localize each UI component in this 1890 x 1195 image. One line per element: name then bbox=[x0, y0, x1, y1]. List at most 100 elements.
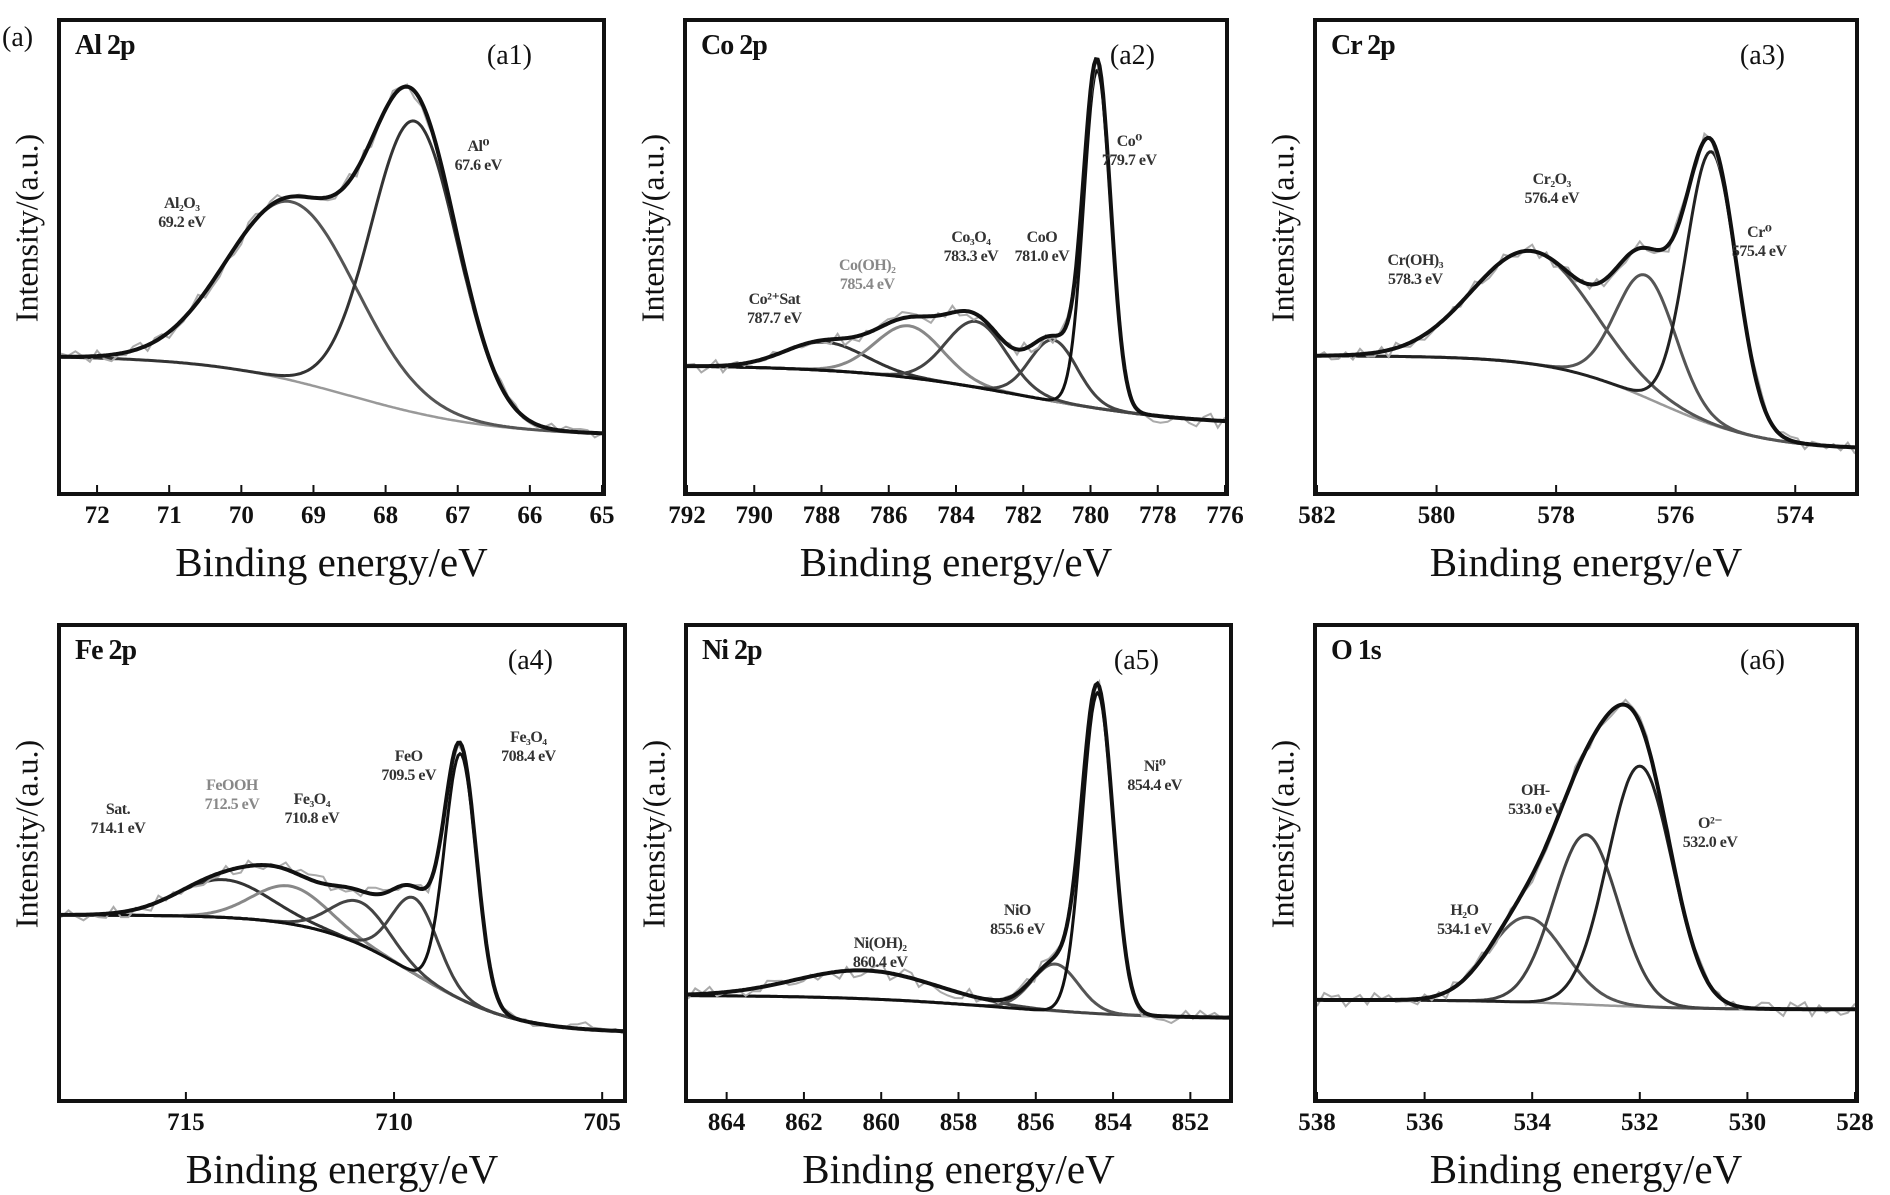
x-tick-label: 778 bbox=[1139, 502, 1177, 529]
y-axis-label: Intensity/(a.u.) bbox=[634, 134, 671, 323]
peak-energy-label: 783.3 eV bbox=[943, 247, 999, 265]
y-axis-label: Intensity/(a.u.) bbox=[1264, 134, 1301, 323]
envelope-fit-line bbox=[1317, 135, 1855, 450]
peak-annotation: Cr⁰ 575.4 eV bbox=[1732, 223, 1787, 261]
x-tick-label: 788 bbox=[802, 502, 841, 529]
peak-annotation: Co²⁺Sat 787.7 eV bbox=[747, 290, 802, 328]
peak-label: NiO bbox=[1003, 901, 1031, 919]
plot-area: O 1s (a6) H₂O 534.1 eV OH- 533.0 eV O²⁻ 532.0 e… bbox=[1313, 623, 1859, 1103]
figure-tag: (a) bbox=[2, 22, 34, 53]
fit-component-peak bbox=[61, 199, 602, 435]
x-tick-label: 860 bbox=[862, 1109, 900, 1136]
x-axis-label: Binding energy/eV bbox=[1429, 1146, 1743, 1192]
plot-area: Cr 2p (a3) Cr(OH)₃ 578.3 eV Cr₂O₃ 576.4 eV Cr⁰… bbox=[1313, 18, 1859, 496]
fit-component-peak bbox=[687, 340, 1225, 423]
x-tick-label: 786 bbox=[870, 502, 908, 529]
x-tick-label: 858 bbox=[939, 1109, 978, 1136]
x-tick-label: 536 bbox=[1405, 1109, 1444, 1136]
peak-label: OH- bbox=[1521, 781, 1550, 799]
peak-label: O²⁻ bbox=[1698, 815, 1723, 833]
panel-tag: (a6) bbox=[1739, 645, 1785, 676]
envelope-fit-line bbox=[61, 740, 623, 1034]
peak-label: Cr⁰ bbox=[1747, 223, 1772, 241]
peak-energy-label: 787.7 eV bbox=[747, 309, 802, 327]
x-tick-label: 578 bbox=[1537, 502, 1575, 529]
x-axis-label: Binding energy/eV bbox=[185, 1146, 499, 1192]
panel-title: Al 2p bbox=[75, 30, 136, 61]
peak-annotation: Al⁰ 67.6 eV bbox=[454, 137, 503, 175]
peak-annotation: H₂O 534.1 eV bbox=[1437, 901, 1492, 939]
x-tick-label: 530 bbox=[1728, 1109, 1767, 1136]
fit-component-peak bbox=[61, 898, 623, 1033]
x-tick-label: 65 bbox=[589, 502, 615, 529]
peak-label: Ni⁰ bbox=[1143, 757, 1166, 775]
peak-label: Cr(OH)₃ bbox=[1387, 252, 1444, 270]
peak-energy-label: 578.3 eV bbox=[1387, 271, 1443, 289]
peak-annotation: NiO 855.6 eV bbox=[990, 901, 1045, 939]
x-tick-label: 792 bbox=[668, 502, 706, 529]
peak-energy-label: 67.6 eV bbox=[454, 156, 503, 174]
peak-annotation: Cr(OH)₃ 578.3 eV bbox=[1388, 251, 1444, 289]
peak-label: Co²⁺Sat bbox=[748, 290, 801, 308]
x-tick-label: 532 bbox=[1621, 1109, 1659, 1136]
peak-annotation: OH- 533.0 eV bbox=[1508, 781, 1563, 819]
raw-data-line bbox=[1317, 131, 1855, 455]
peak-annotation: Co(OH)₂ 785.4 eV bbox=[839, 256, 896, 294]
x-tick-label: 534 bbox=[1513, 1109, 1551, 1136]
x-tick-label: 538 bbox=[1298, 1109, 1336, 1136]
panel-tag: (a4) bbox=[507, 645, 553, 676]
peak-annotation: Fe₃O₄ 708.4 eV bbox=[501, 728, 556, 766]
xps-spectrum bbox=[1317, 698, 1855, 1099]
x-axis-label: Binding energy/eV bbox=[1429, 539, 1743, 585]
x-tick-label: 576 bbox=[1656, 502, 1695, 529]
peak-annotation: Sat. 714.1 eV bbox=[91, 800, 146, 838]
x-axis-label: Binding energy/eV bbox=[799, 539, 1113, 585]
panel-title: Fe 2p bbox=[75, 635, 137, 666]
peak-label: Ni(OH)₂ bbox=[853, 935, 907, 953]
background-line bbox=[61, 355, 602, 435]
peak-label: H₂O bbox=[1450, 901, 1479, 919]
envelope-fit-line bbox=[688, 680, 1229, 1020]
x-tick-label: 582 bbox=[1298, 502, 1336, 529]
raw-data-line bbox=[61, 742, 623, 1035]
peak-label: Fe₃O₄ bbox=[293, 791, 331, 809]
peak-energy-label: 576.4 eV bbox=[1524, 190, 1580, 208]
panel-title: Co 2p bbox=[701, 30, 768, 61]
x-tick-label: 862 bbox=[785, 1109, 823, 1136]
fit-component-peak bbox=[61, 895, 623, 1033]
peak-annotation: FeO 709.5 eV bbox=[381, 747, 436, 785]
x-tick-label: 715 bbox=[167, 1109, 205, 1136]
peak-label: Cr₂O₃ bbox=[1532, 171, 1572, 189]
y-axis-label: Intensity/(a.u.) bbox=[8, 739, 45, 929]
x-axis-label: Binding energy/eV bbox=[175, 539, 488, 585]
x-tick-label: 784 bbox=[937, 502, 975, 529]
panel-tag: (a3) bbox=[1739, 40, 1785, 71]
peak-label: Co₃O₄ bbox=[951, 228, 991, 246]
x-tick-label: 710 bbox=[375, 1109, 413, 1136]
peak-annotation: Fe₃O₄ 710.8 eV bbox=[284, 790, 339, 828]
peak-annotation: FeOOH 712.5 eV bbox=[205, 776, 260, 814]
raw-data-line bbox=[61, 83, 602, 439]
peak-annotation: Ni(OH)₂ 860.4 eV bbox=[853, 934, 908, 972]
xps-spectrum bbox=[687, 57, 1225, 492]
x-tick-label: 71 bbox=[156, 502, 182, 529]
x-tick-label: 574 bbox=[1776, 502, 1814, 529]
peak-energy-label: 781.0 eV bbox=[1014, 247, 1070, 265]
xps-spectrum bbox=[61, 83, 602, 492]
x-axis-label: Binding energy/eV bbox=[802, 1146, 1115, 1192]
peak-energy-label: 709.5 eV bbox=[381, 767, 437, 784]
fit-component-peak bbox=[61, 119, 602, 435]
peak-annotation: Ni⁰ 854.4 eV bbox=[1127, 757, 1182, 795]
background-line bbox=[61, 913, 623, 1033]
peak-label: Al⁰ bbox=[467, 137, 489, 155]
fit-component-peak bbox=[1317, 764, 1855, 1011]
x-tick-label: 67 bbox=[445, 502, 471, 529]
envelope-fit-line bbox=[1317, 702, 1855, 1012]
peak-energy-label: 534.1 eV bbox=[1437, 920, 1492, 938]
peak-label: Fe₃O₄ bbox=[510, 728, 547, 746]
x-tick-label: 856 bbox=[1017, 1109, 1055, 1136]
envelope-fit-line bbox=[61, 84, 602, 436]
x-tick-label: 528 bbox=[1836, 1109, 1874, 1136]
plot-area: Al 2p (a1) Al₂O₃ 69.2 eV Al⁰ 67.6 eV bbox=[57, 18, 606, 496]
x-tick-label: 864 bbox=[707, 1109, 746, 1136]
